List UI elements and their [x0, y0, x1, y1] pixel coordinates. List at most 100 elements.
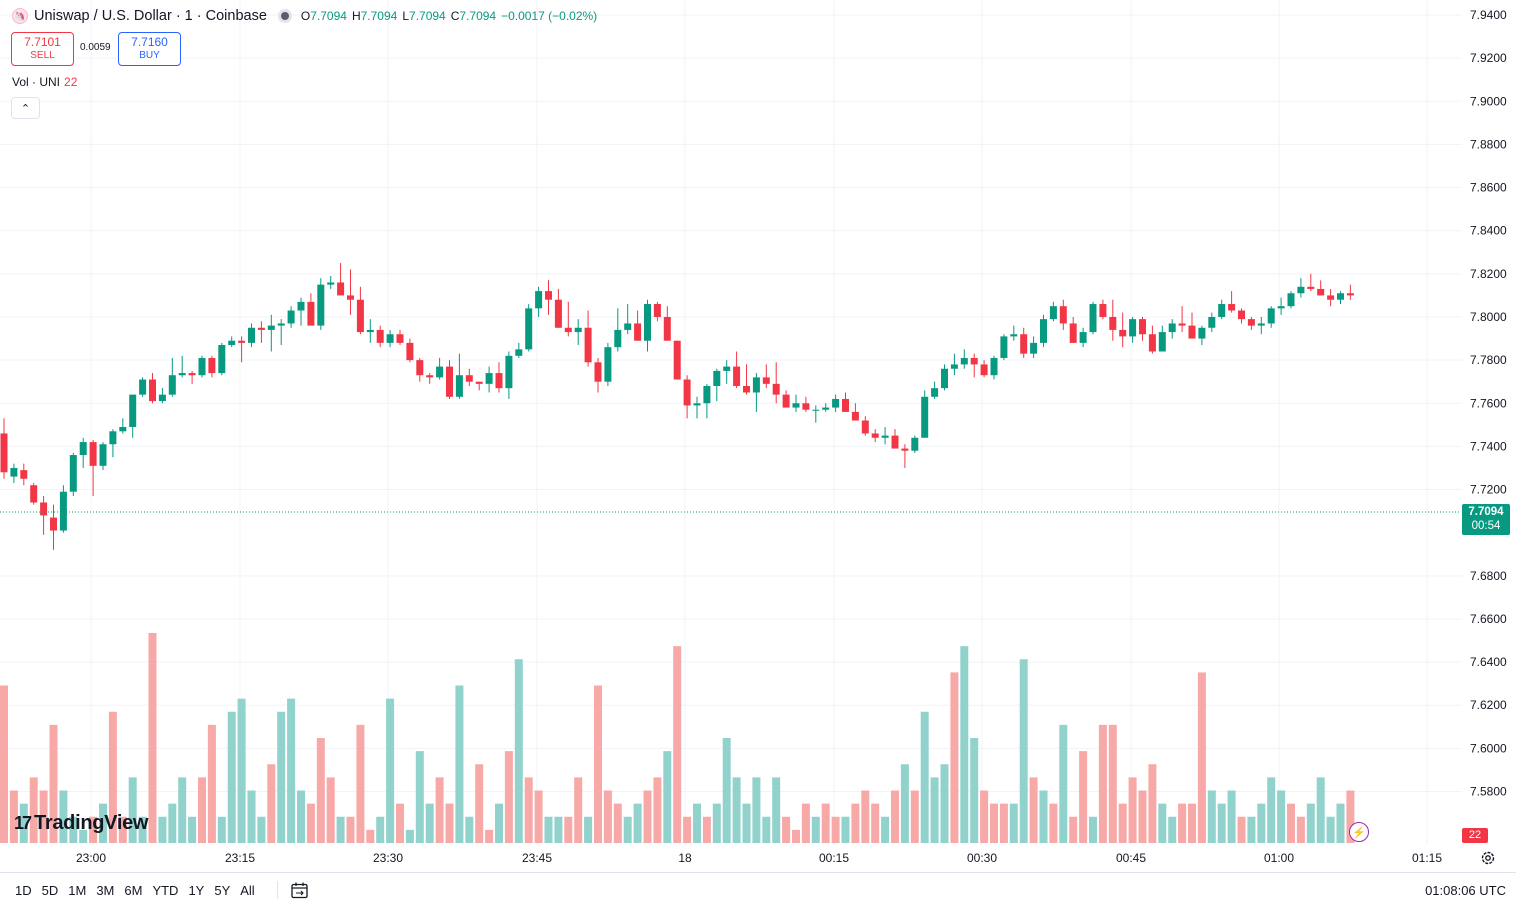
volume-bar	[1316, 777, 1325, 843]
candle	[1218, 299, 1226, 320]
volume-bar	[980, 790, 989, 843]
collapse-legend-button[interactable]: ⌃	[11, 97, 40, 119]
candle	[79, 437, 87, 468]
candle-body	[713, 370, 721, 387]
candle	[881, 426, 889, 445]
candle	[1158, 325, 1166, 352]
buy-label: BUY	[139, 50, 160, 61]
candle	[535, 286, 543, 317]
candle	[644, 299, 651, 352]
candle-body	[1148, 334, 1156, 352]
candle	[772, 362, 780, 404]
time-tick-label: 00:15	[819, 851, 849, 865]
volume-bar	[455, 685, 464, 843]
volume-bar	[574, 777, 583, 843]
volume-bar	[148, 633, 157, 843]
candle-body	[911, 437, 919, 451]
candle-body	[594, 362, 602, 382]
candle	[238, 336, 246, 363]
sell-label: SELL	[30, 50, 55, 61]
candle	[614, 308, 622, 352]
candle	[188, 370, 196, 384]
range-button-1y[interactable]: 1Y	[188, 883, 205, 898]
range-button-3m[interactable]: 3M	[96, 883, 115, 898]
range-button-all[interactable]: All	[240, 883, 255, 898]
candle	[1178, 306, 1186, 333]
candle	[168, 357, 176, 397]
volume-bar	[465, 816, 474, 843]
candle-body	[99, 444, 107, 466]
candle-body	[119, 426, 127, 432]
sell-button[interactable]: 7.7101 SELL	[11, 32, 74, 66]
symbol-header: 🦄 Uniswap / U.S. Dollar · 1 · Coinbase O…	[12, 6, 597, 26]
candle-body	[822, 407, 830, 410]
volume-bar	[475, 764, 484, 843]
candle-body	[416, 360, 424, 376]
candle-body	[1346, 293, 1354, 296]
candle-body	[277, 323, 285, 326]
price-tick-label: 7.6600	[1470, 612, 1507, 626]
candle-body	[1198, 327, 1206, 339]
volume-bar	[158, 816, 167, 843]
volume-bar	[59, 790, 68, 843]
volume-bar	[445, 803, 454, 843]
buy-button[interactable]: 7.7160 BUY	[118, 32, 181, 66]
uniswap-logo-icon: 🦄	[12, 8, 28, 24]
candle-body	[1059, 306, 1067, 324]
volume-bar	[910, 790, 919, 843]
candle-body	[1040, 319, 1047, 343]
ohlc-values: O7.7094 H7.7094 L7.7094 C7.7094 −0.0017 …	[300, 9, 598, 23]
candle-body	[1089, 304, 1097, 333]
candle	[752, 373, 760, 412]
volume-bar	[237, 698, 246, 843]
time-tick-label: 23:00	[76, 851, 106, 865]
candle	[1139, 316, 1146, 341]
settings-gear-icon[interactable]	[1480, 850, 1496, 866]
candle-body	[50, 517, 57, 531]
utc-clock[interactable]: 01:08:06 UTC	[1425, 883, 1506, 898]
volume-bar	[1089, 816, 1097, 843]
candle	[495, 362, 503, 393]
candle	[723, 360, 731, 384]
candle	[248, 323, 255, 348]
price-chart[interactable]: 7.9400 7.9200 7.9000 7.8800 7.8600 7.8400 7.82…	[0, 0, 1516, 872]
candle-body	[20, 470, 28, 479]
candle-body	[406, 342, 414, 361]
volume-bar	[1306, 803, 1315, 843]
candle-body	[386, 334, 394, 343]
candle-body	[356, 299, 364, 333]
volume-bar	[1148, 764, 1157, 843]
candle	[139, 377, 147, 397]
candle	[663, 306, 671, 341]
candle-body	[1337, 293, 1344, 300]
candle	[366, 319, 374, 343]
range-button-1m[interactable]: 1M	[68, 883, 87, 898]
volume-bar	[722, 738, 731, 843]
volume-bar	[198, 777, 206, 843]
market-status-icon[interactable]	[280, 12, 289, 20]
candle	[1267, 306, 1275, 328]
volume-bar	[881, 816, 890, 843]
volume-bar	[851, 803, 860, 843]
date-range-calendar-icon[interactable]	[290, 882, 310, 899]
symbol-title[interactable]: Uniswap / U.S. Dollar · 1 · Coinbase	[34, 8, 267, 24]
volume-bar	[841, 816, 850, 843]
volume-bar	[534, 790, 543, 843]
tradingview-logo[interactable]: 17 TradingView	[14, 812, 149, 834]
range-button-6m[interactable]: 6M	[124, 883, 143, 898]
volume-bar	[1108, 724, 1117, 843]
price-tick-label: 7.7400	[1470, 439, 1507, 453]
candle-body	[1010, 334, 1018, 337]
range-button-5y[interactable]: 5Y	[214, 883, 231, 898]
candle-body	[1297, 286, 1305, 294]
candle	[119, 418, 127, 434]
candle-body	[762, 377, 770, 384]
candle-body	[198, 357, 206, 376]
range-button-5d[interactable]: 5D	[41, 883, 59, 898]
lightning-icon[interactable]: ⚡	[1349, 822, 1369, 842]
volume-legend[interactable]: Vol · UNI 22	[12, 75, 78, 89]
range-button-ytd[interactable]: YTD	[152, 883, 179, 898]
range-button-1d[interactable]: 1D	[15, 883, 32, 898]
candle-body	[842, 398, 849, 412]
candle-body	[366, 329, 374, 333]
